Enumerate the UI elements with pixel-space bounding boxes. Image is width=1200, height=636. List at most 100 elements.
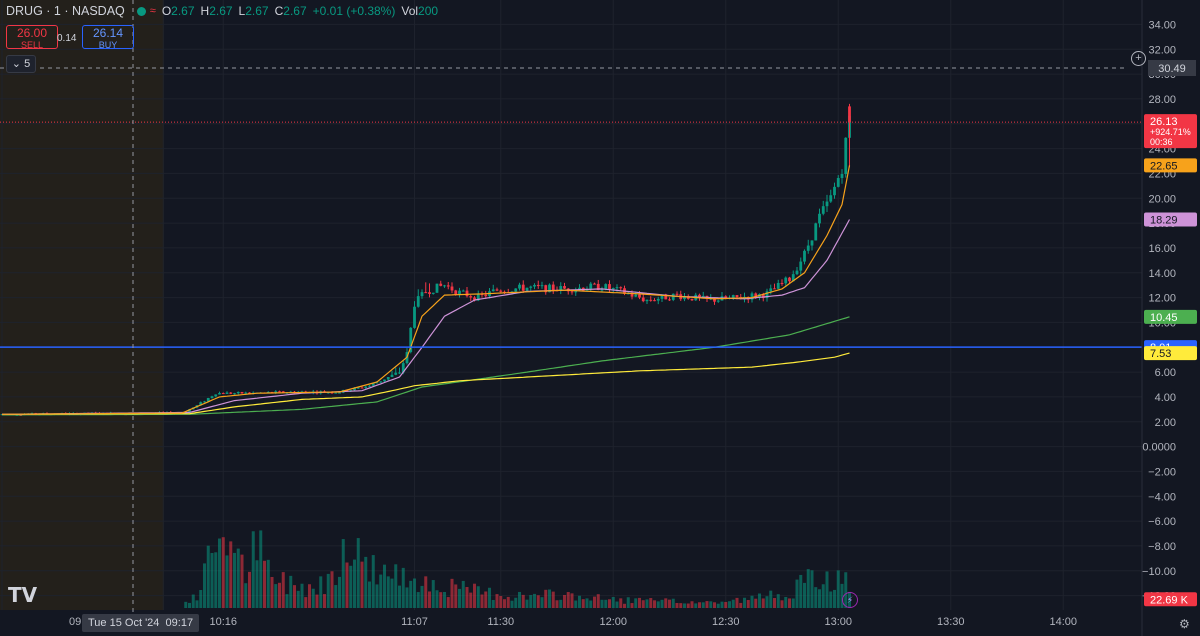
volume-bar xyxy=(323,594,326,608)
volume-bar xyxy=(544,589,548,608)
add-alert-icon[interactable]: + xyxy=(1131,51,1146,66)
candle-body xyxy=(435,283,439,293)
volume-bar xyxy=(506,596,510,608)
volume-bar xyxy=(611,596,615,608)
volume-bar xyxy=(821,584,825,608)
volume-bar xyxy=(218,538,221,608)
candle-body xyxy=(368,385,371,387)
candle-body xyxy=(653,300,656,302)
volume-bar xyxy=(694,603,698,608)
candle-body xyxy=(683,296,686,300)
candle-body xyxy=(791,274,795,282)
sell-price: 26.00 xyxy=(16,26,48,40)
volume-bar xyxy=(383,564,386,608)
volume-bar xyxy=(188,602,191,608)
candle-body xyxy=(776,282,780,289)
volume-bar xyxy=(510,600,514,608)
candle-body xyxy=(675,293,679,295)
volume-bar xyxy=(315,594,319,608)
buy-button[interactable]: 26.14 BUY xyxy=(82,25,134,50)
volume-bar xyxy=(255,560,259,608)
axis-price-change: +924.71% xyxy=(1150,127,1191,137)
candle-body xyxy=(540,285,544,287)
volume-bar xyxy=(420,585,424,608)
candle-body xyxy=(203,401,206,403)
candle-body xyxy=(364,386,368,389)
volume-bar xyxy=(431,580,435,608)
volume-bar xyxy=(540,597,544,608)
volume-bar xyxy=(638,597,641,608)
volume-bar xyxy=(671,598,675,608)
volume-bar xyxy=(653,600,656,608)
settings-icon[interactable]: ⚙ xyxy=(1179,617,1190,631)
candle-body xyxy=(330,392,334,394)
candle-body xyxy=(630,293,634,297)
ohlc-item: +0.01 (+0.38%) xyxy=(313,4,396,18)
volume-bar xyxy=(803,582,806,608)
candle-body xyxy=(221,393,225,395)
price-tick-label: 14.00 xyxy=(1148,268,1176,280)
candle-body xyxy=(600,289,604,291)
price-tick-label: 34.00 xyxy=(1148,19,1176,31)
candle-body xyxy=(818,213,821,224)
volume-bar xyxy=(311,588,315,608)
volume-bar xyxy=(379,574,383,608)
volume-bar xyxy=(604,599,608,608)
volume-bar xyxy=(739,602,743,608)
indicator-count: 5 xyxy=(24,58,31,70)
volume-bar xyxy=(296,590,300,608)
candle-body xyxy=(244,392,248,394)
candle-body xyxy=(360,387,364,389)
volume-bar xyxy=(806,569,810,608)
indicators-collapse-button[interactable]: ⌄ 5 xyxy=(6,55,36,73)
candle-body xyxy=(596,283,600,290)
volume-bar xyxy=(356,538,360,608)
volume-bar xyxy=(728,601,731,608)
candle-body xyxy=(551,284,555,291)
candle-body xyxy=(731,295,735,298)
ema-fast-line xyxy=(2,165,851,415)
sell-button[interactable]: 26.00 SELL xyxy=(6,25,58,50)
volume-bar xyxy=(334,585,338,608)
volume-bar xyxy=(833,589,836,608)
candle-body xyxy=(281,391,285,393)
crosshair-price-label: 30.49 xyxy=(1158,63,1186,75)
candle-body xyxy=(398,372,401,374)
candle-body xyxy=(383,379,386,382)
candle-body xyxy=(413,306,416,328)
candle-body xyxy=(484,294,488,297)
volume-bar xyxy=(529,595,533,608)
volume-bar xyxy=(686,603,690,608)
volume-bar xyxy=(570,593,574,608)
volume-bar xyxy=(563,594,566,608)
volume-bar xyxy=(514,597,518,608)
axis-price-label: 26.13 xyxy=(1150,116,1178,128)
volume-bar xyxy=(536,595,540,608)
volume-bar xyxy=(330,571,334,608)
candle-body xyxy=(529,286,533,288)
volume-bar xyxy=(390,578,394,608)
volume-bar xyxy=(829,591,833,608)
volume-bar xyxy=(221,537,225,608)
volume-bar xyxy=(495,594,499,608)
candle-body xyxy=(379,381,383,383)
volume-bar xyxy=(690,601,694,608)
time-tick-label: 11:30 xyxy=(487,616,514,628)
candle-body xyxy=(761,294,765,299)
volume-bar xyxy=(278,582,281,608)
price-tick-label: 4.00 xyxy=(1155,392,1176,404)
lightning-icon[interactable]: ⚡ xyxy=(842,592,858,608)
axis-price-label: 10.45 xyxy=(1150,312,1178,324)
volume-bar xyxy=(780,600,784,608)
candle-body xyxy=(548,284,551,293)
ohlc-value: 2.67 xyxy=(209,4,233,18)
candle-body xyxy=(401,363,405,373)
candle-body xyxy=(371,383,375,386)
candle-body xyxy=(840,174,844,179)
candle-body xyxy=(649,299,653,301)
volume-bar xyxy=(476,586,480,608)
volume-bar xyxy=(251,531,255,608)
symbol-label[interactable]: DRUG · 1 · NASDAQ xyxy=(6,4,125,18)
candle-body xyxy=(431,292,435,294)
